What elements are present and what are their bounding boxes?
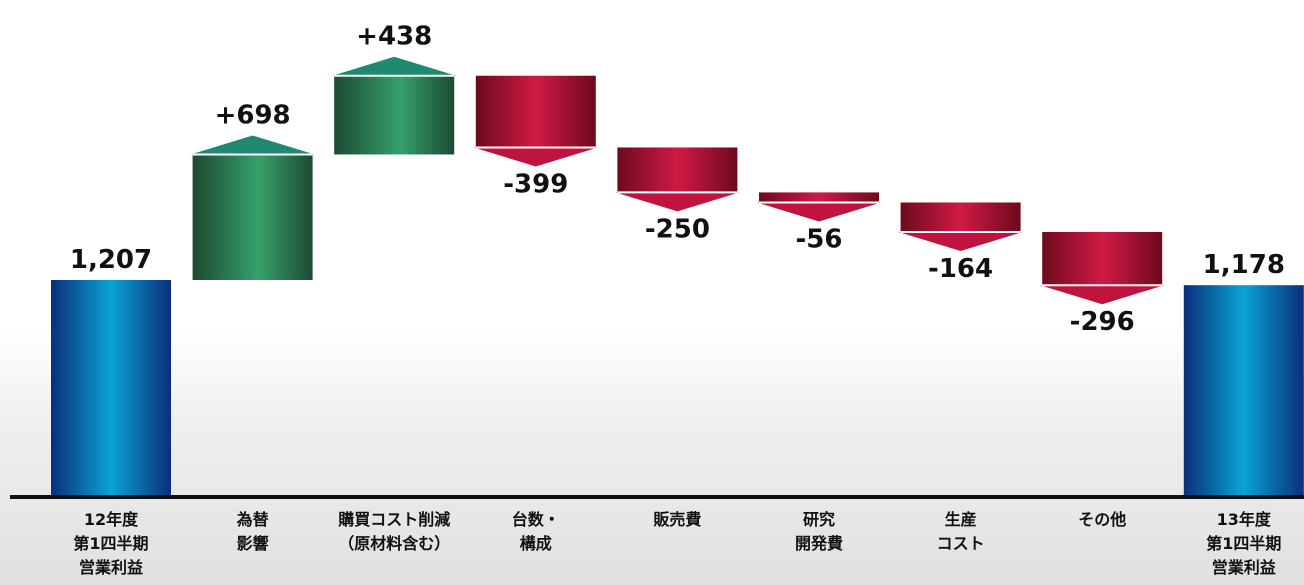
category-label: 研究開発費 (795, 510, 843, 553)
total-bar (51, 279, 171, 497)
category-label-line: 購買コスト削減 (337, 510, 450, 529)
category-label-line: 営業利益 (1212, 558, 1276, 577)
category-label-line: 構成 (520, 534, 552, 553)
category-label-line: コスト (937, 534, 985, 553)
category-label-line: 第1四半期 (1206, 534, 1281, 553)
category-label-line: 営業利益 (79, 558, 143, 577)
increase-bar (334, 75, 455, 155)
bar-group (1183, 285, 1304, 497)
value-label: 1,207 (70, 245, 152, 275)
category-label: 為替影響 (237, 510, 269, 553)
value-label: -399 (503, 169, 568, 199)
category-label-line: その他 (1078, 510, 1126, 529)
value-label: -296 (1070, 307, 1135, 337)
total-bar (1183, 285, 1304, 497)
decrease-bar (1042, 231, 1163, 286)
category-label-line: 12年度 (84, 510, 139, 529)
decrease-bar (900, 202, 1021, 232)
value-label: -164 (928, 254, 993, 284)
value-label: +438 (356, 22, 432, 52)
chart-marks (51, 56, 1304, 497)
category-label: 購買コスト削減 （原材料含む） (337, 510, 450, 553)
category-label-line: 第1四半期 (73, 534, 148, 553)
increase-arrowhead (190, 135, 315, 155)
bar-group (1040, 231, 1165, 305)
category-label-line: 台数・ (512, 510, 560, 529)
category-label: 12年度第1四半期営業利益 (73, 510, 148, 577)
category-label-line: 開発費 (795, 534, 843, 553)
category-label: その他 (1078, 510, 1126, 529)
category-label-line: 為替 (237, 510, 269, 529)
bar-group (190, 135, 315, 280)
category-label: 台数・構成 (512, 510, 560, 553)
decrease-arrowhead (898, 231, 1023, 251)
bar-group (898, 202, 1023, 251)
category-label-line: 生産 (945, 510, 977, 529)
chart-labels: 1,207 +698 +438 -399 -250 -56 -164 -296 1,178 (70, 22, 1285, 337)
decrease-arrowhead (615, 192, 740, 212)
decrease-bar (759, 192, 879, 203)
bar-group (615, 147, 740, 212)
decrease-bar (617, 147, 738, 193)
decrease-bar (475, 75, 596, 148)
increase-arrowhead (332, 56, 457, 76)
category-label: 生産コスト (937, 510, 985, 553)
bar-group (51, 279, 171, 497)
category-label-line: 研究 (803, 510, 835, 529)
bar-group (757, 192, 881, 222)
category-labels: 12年度第1四半期営業利益 為替影響 購買コスト削減 （原材料含む） 台数・構成 販売費 研… (73, 510, 1281, 577)
value-label: -250 (645, 214, 710, 244)
category-label-line: （原材料含む） (338, 534, 450, 553)
decrease-arrowhead (473, 147, 598, 167)
bar-group (332, 56, 457, 155)
category-label-line: 13年度 (1217, 510, 1272, 529)
decrease-arrowhead (1040, 285, 1165, 305)
decrease-arrowhead (757, 202, 881, 222)
category-label: 13年度第1四半期営業利益 (1206, 510, 1281, 577)
value-label: 1,178 (1203, 250, 1285, 280)
value-label: +698 (215, 100, 291, 130)
increase-bar (192, 154, 313, 280)
category-label-line: 販売費 (653, 510, 701, 529)
bar-group (473, 75, 598, 167)
category-label-line: 影響 (237, 534, 269, 553)
value-label: -56 (796, 224, 843, 254)
category-label: 販売費 (653, 510, 701, 529)
